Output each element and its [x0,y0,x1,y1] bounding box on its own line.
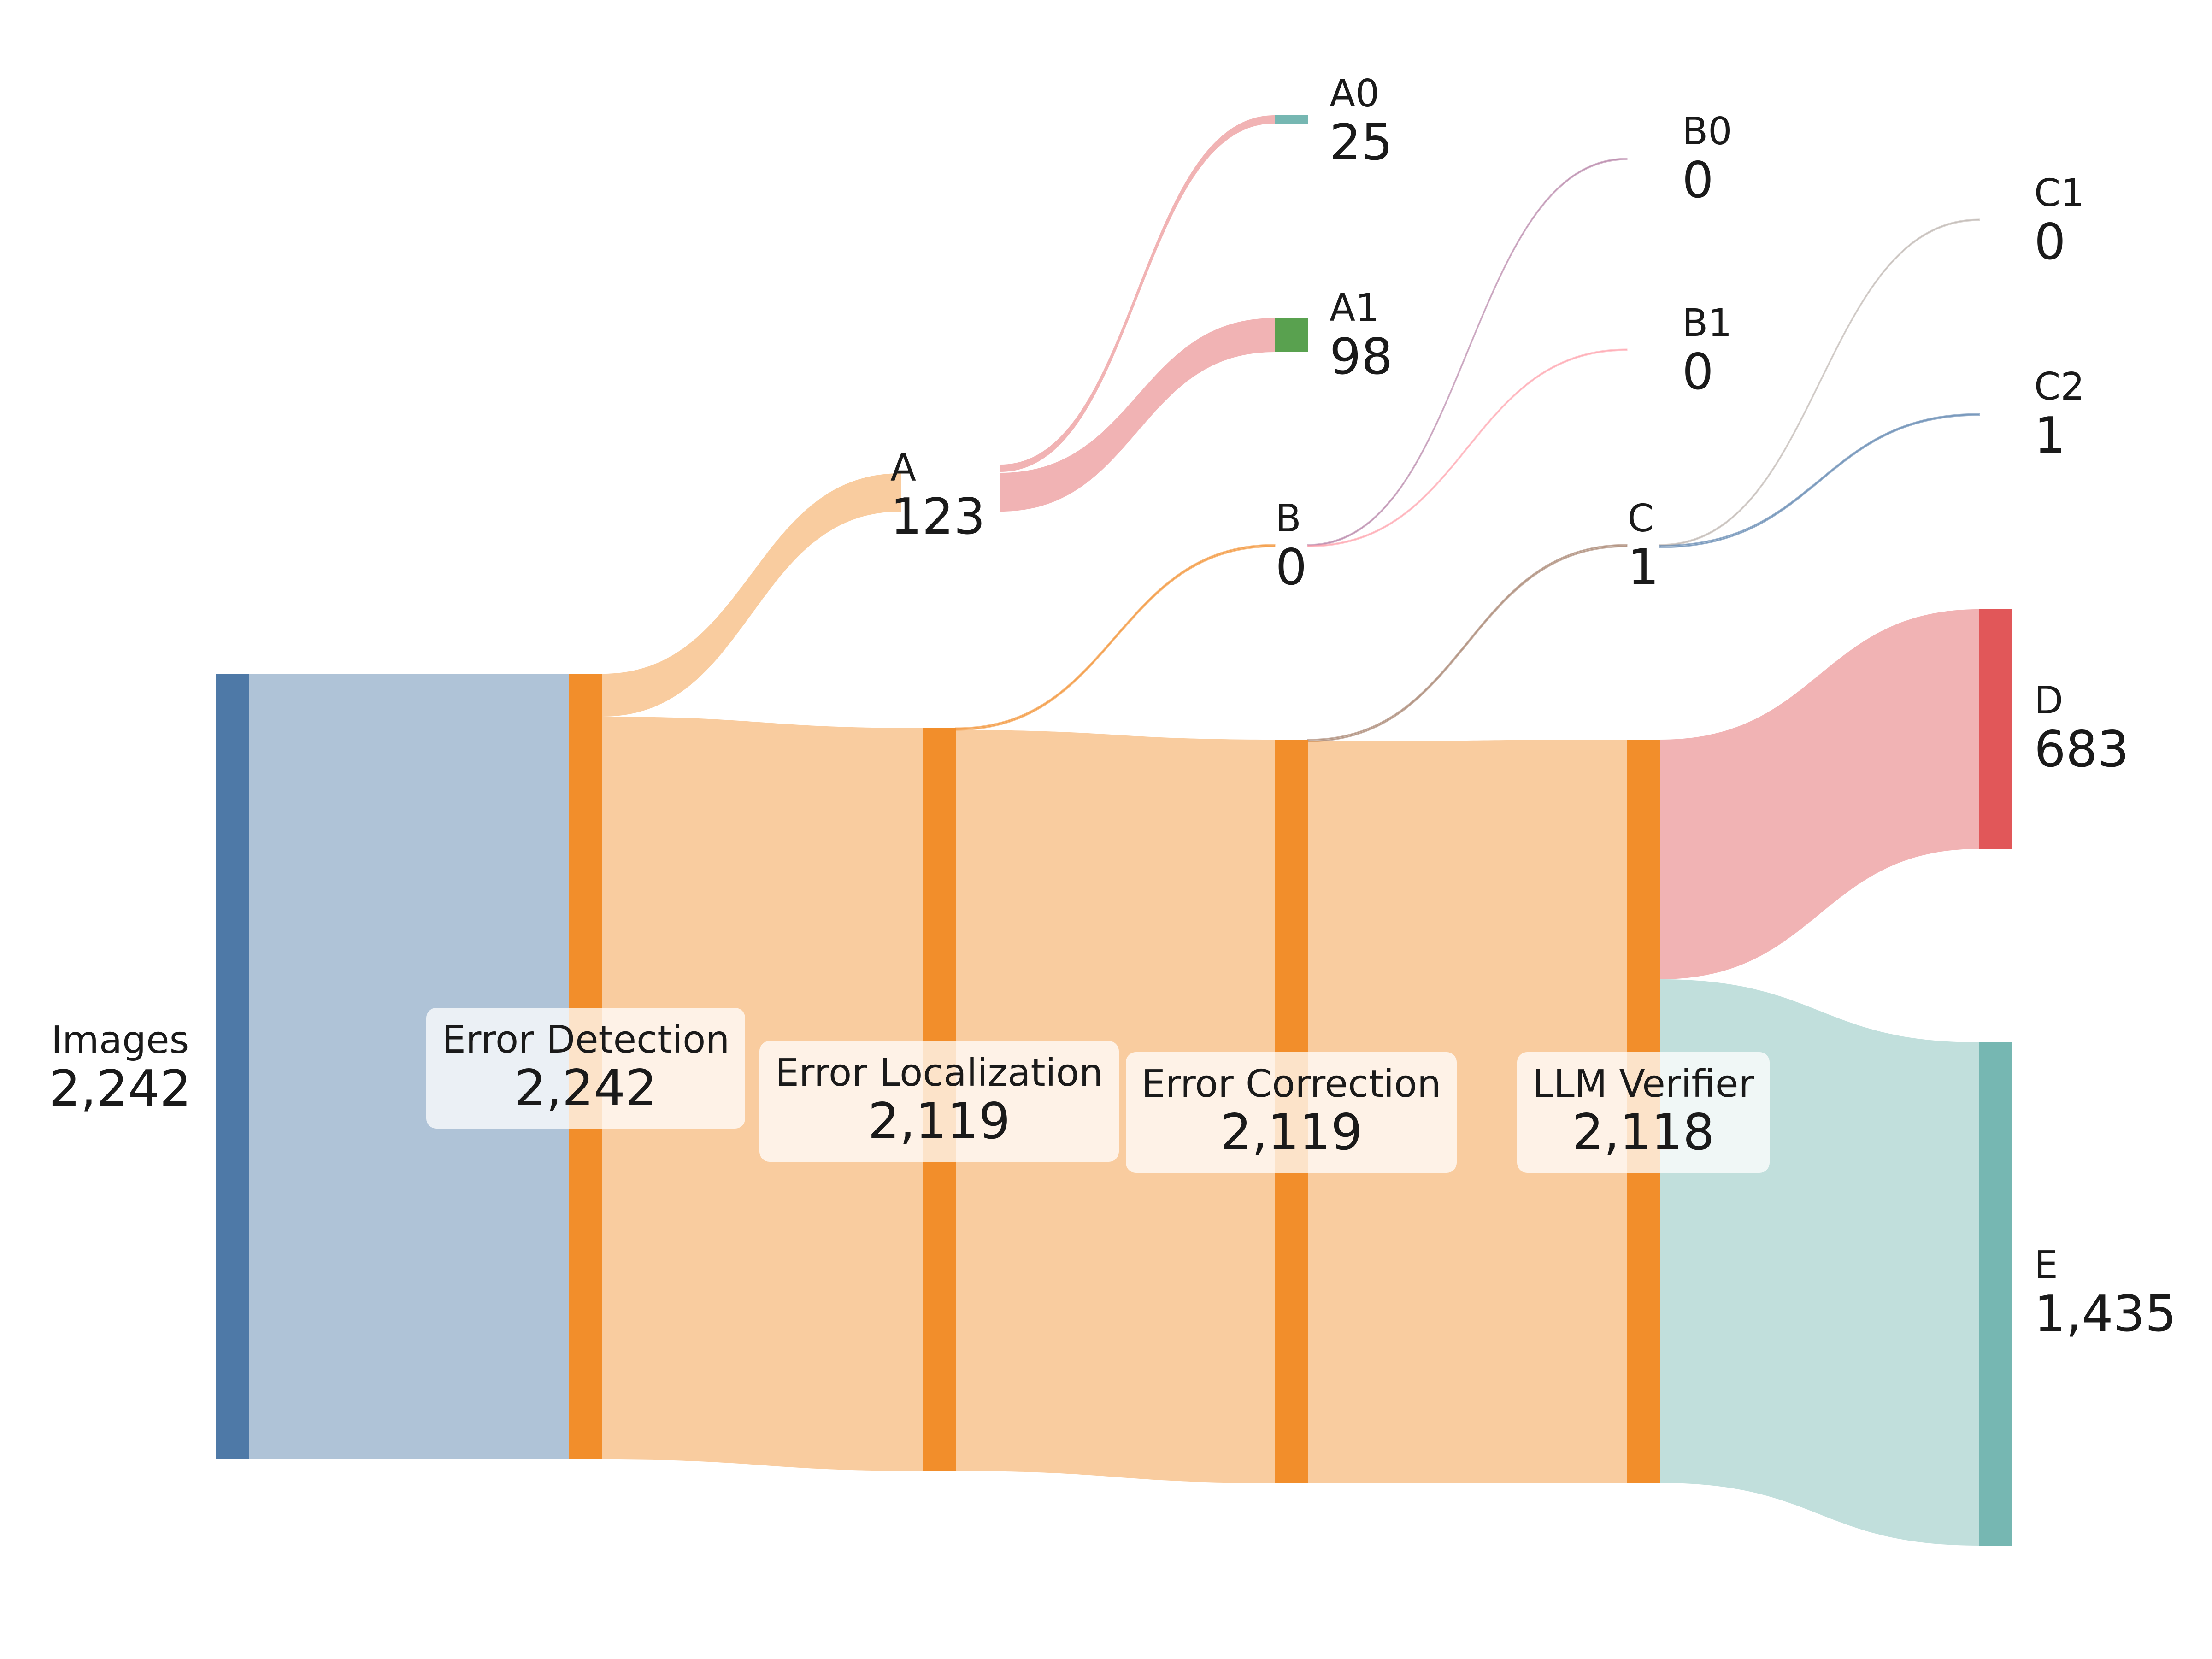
node-images-bar [216,674,249,1459]
node-value-B0: 0 [1682,151,1714,209]
link-correction-to-C [1307,544,1628,742]
node-label-detection: Error Detection 2,242 [426,1007,746,1129]
node-E-bar [1979,1042,2012,1546]
link-images-to-detection [249,674,569,1459]
node-name-C2: C2 [2034,365,2085,409]
node-label-A1: A1 98 [1330,287,1393,385]
link-A-to-A0 [1000,115,1275,472]
node-label-verifier: LLM Verifier 2,118 [1517,1052,1770,1173]
node-label-images: Images 2,242 [49,1019,191,1118]
link-verifier-to-D [1660,609,1979,979]
node-C2-bar [1979,414,2012,415]
node-value-B1: 0 [1682,343,1714,401]
node-value-C: 1 [1627,538,1659,596]
node-value-verifier: 2,118 [1572,1104,1715,1162]
link-C-to-C2 [1659,413,1980,548]
node-label-A0: A0 25 [1330,73,1393,171]
node-name-C1: C1 [2034,171,2085,215]
node-value-E: 1,435 [2034,1285,2177,1343]
node-name-verifier: LLM Verifier [1532,1062,1754,1106]
node-label-C1: C1 0 [2034,172,2084,271]
node-value-A1: 98 [1330,328,1393,386]
node-name-D: D [2034,679,2064,723]
node-name-A1: A1 [1330,286,1380,330]
node-name-images: Images [51,1018,189,1062]
node-A0-bar [1275,115,1308,124]
node-value-B: 0 [1275,538,1307,596]
node-value-images: 2,242 [49,1060,192,1118]
node-value-C2: 1 [2034,406,2066,465]
node-label-B0: B0 0 [1682,111,1732,209]
link-correction-to-verifier [1308,740,1627,1483]
link-B-to-B0 [1307,158,1628,547]
node-C1-bar [1979,219,2012,220]
node-D-bar [1979,609,2012,849]
node-value-correction: 2,119 [1220,1104,1363,1162]
link-A-to-A1 [1000,318,1275,512]
node-value-detection: 2,242 [514,1059,657,1118]
node-A1-bar [1275,318,1308,352]
node-B1-bar [1627,349,1660,350]
node-name-correction: Error Correction [1141,1062,1441,1106]
node-label-A: A 123 [890,447,985,545]
node-name-E: E [2034,1243,2058,1287]
node-name-localization: Error Localization [775,1051,1103,1095]
node-name-B1: B1 [1682,301,1732,345]
link-localization-to-B [955,544,1276,731]
node-name-C: C [1627,497,1654,541]
node-label-correction: Error Correction 2,119 [1126,1052,1457,1173]
node-label-E: E 1,435 [2034,1244,2177,1342]
node-name-A: A [890,446,917,490]
node-value-A0: 25 [1330,113,1393,171]
node-label-localization: Error Localization 2,119 [759,1041,1119,1162]
link-B-to-B1 [1307,348,1628,547]
node-name-detection: Error Detection [442,1018,730,1062]
node-name-B0: B0 [1682,110,1732,153]
link-detection-to-A [602,473,901,717]
node-name-B: B [1275,497,1301,541]
node-value-A: 123 [890,488,986,546]
node-name-A0: A0 [1330,72,1380,116]
link-C-to-C1 [1659,218,1980,547]
node-value-D: 683 [2034,720,2130,778]
node-value-localization: 2,119 [868,1093,1011,1151]
node-value-C1: 0 [2034,213,2066,271]
node-label-D: D 683 [2034,680,2129,778]
node-label-C2: C2 1 [2034,366,2084,464]
node-label-B1: B1 0 [1682,302,1732,400]
